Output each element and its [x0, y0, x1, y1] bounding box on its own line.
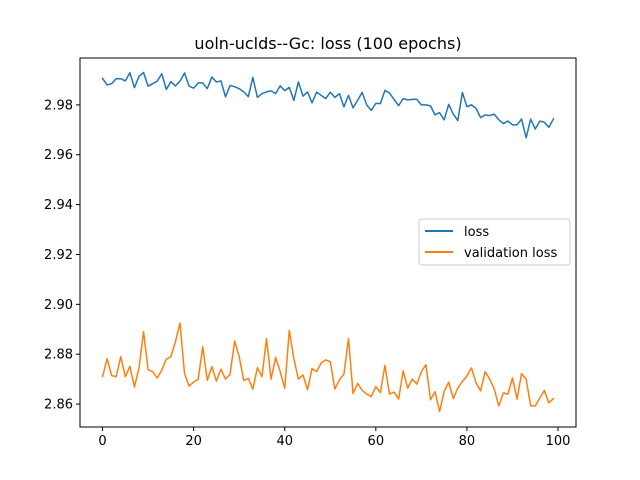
x-tick-label: 20	[185, 434, 202, 449]
y-tick-label: 2.86	[44, 398, 73, 413]
x-tick-label: 60	[368, 434, 385, 449]
y-tick-label: 2.98	[44, 98, 73, 113]
y-tick-label: 2.94	[44, 198, 73, 213]
x-tick-label: 100	[546, 434, 571, 449]
y-tick-label: 2.96	[44, 148, 73, 163]
x-tick-label: 0	[98, 434, 106, 449]
y-tick-label: 2.88	[44, 348, 73, 363]
legend-validation-loss-label: validation loss	[464, 246, 557, 261]
legend-loss-label: loss	[464, 225, 489, 240]
legend: loss validation loss	[418, 218, 571, 266]
series-line-validation-loss	[101, 322, 555, 413]
y-tick-label: 2.90	[44, 298, 73, 313]
x-tick-label: 40	[276, 434, 293, 449]
chart-title: uoln-uclds--Gc: loss (100 epochs)	[194, 34, 461, 53]
series-line-loss	[101, 71, 555, 139]
y-axis: 2.86 2.88 2.90 2.92 2.94 2.96 2.98	[44, 98, 80, 413]
legend-box	[418, 218, 571, 266]
x-tick-label: 80	[459, 434, 476, 449]
series-layer	[101, 71, 555, 413]
plot-frame	[79, 57, 577, 428]
y-tick-label: 2.92	[44, 248, 73, 263]
x-axis: 0 20 40 60 80 100	[98, 427, 570, 449]
